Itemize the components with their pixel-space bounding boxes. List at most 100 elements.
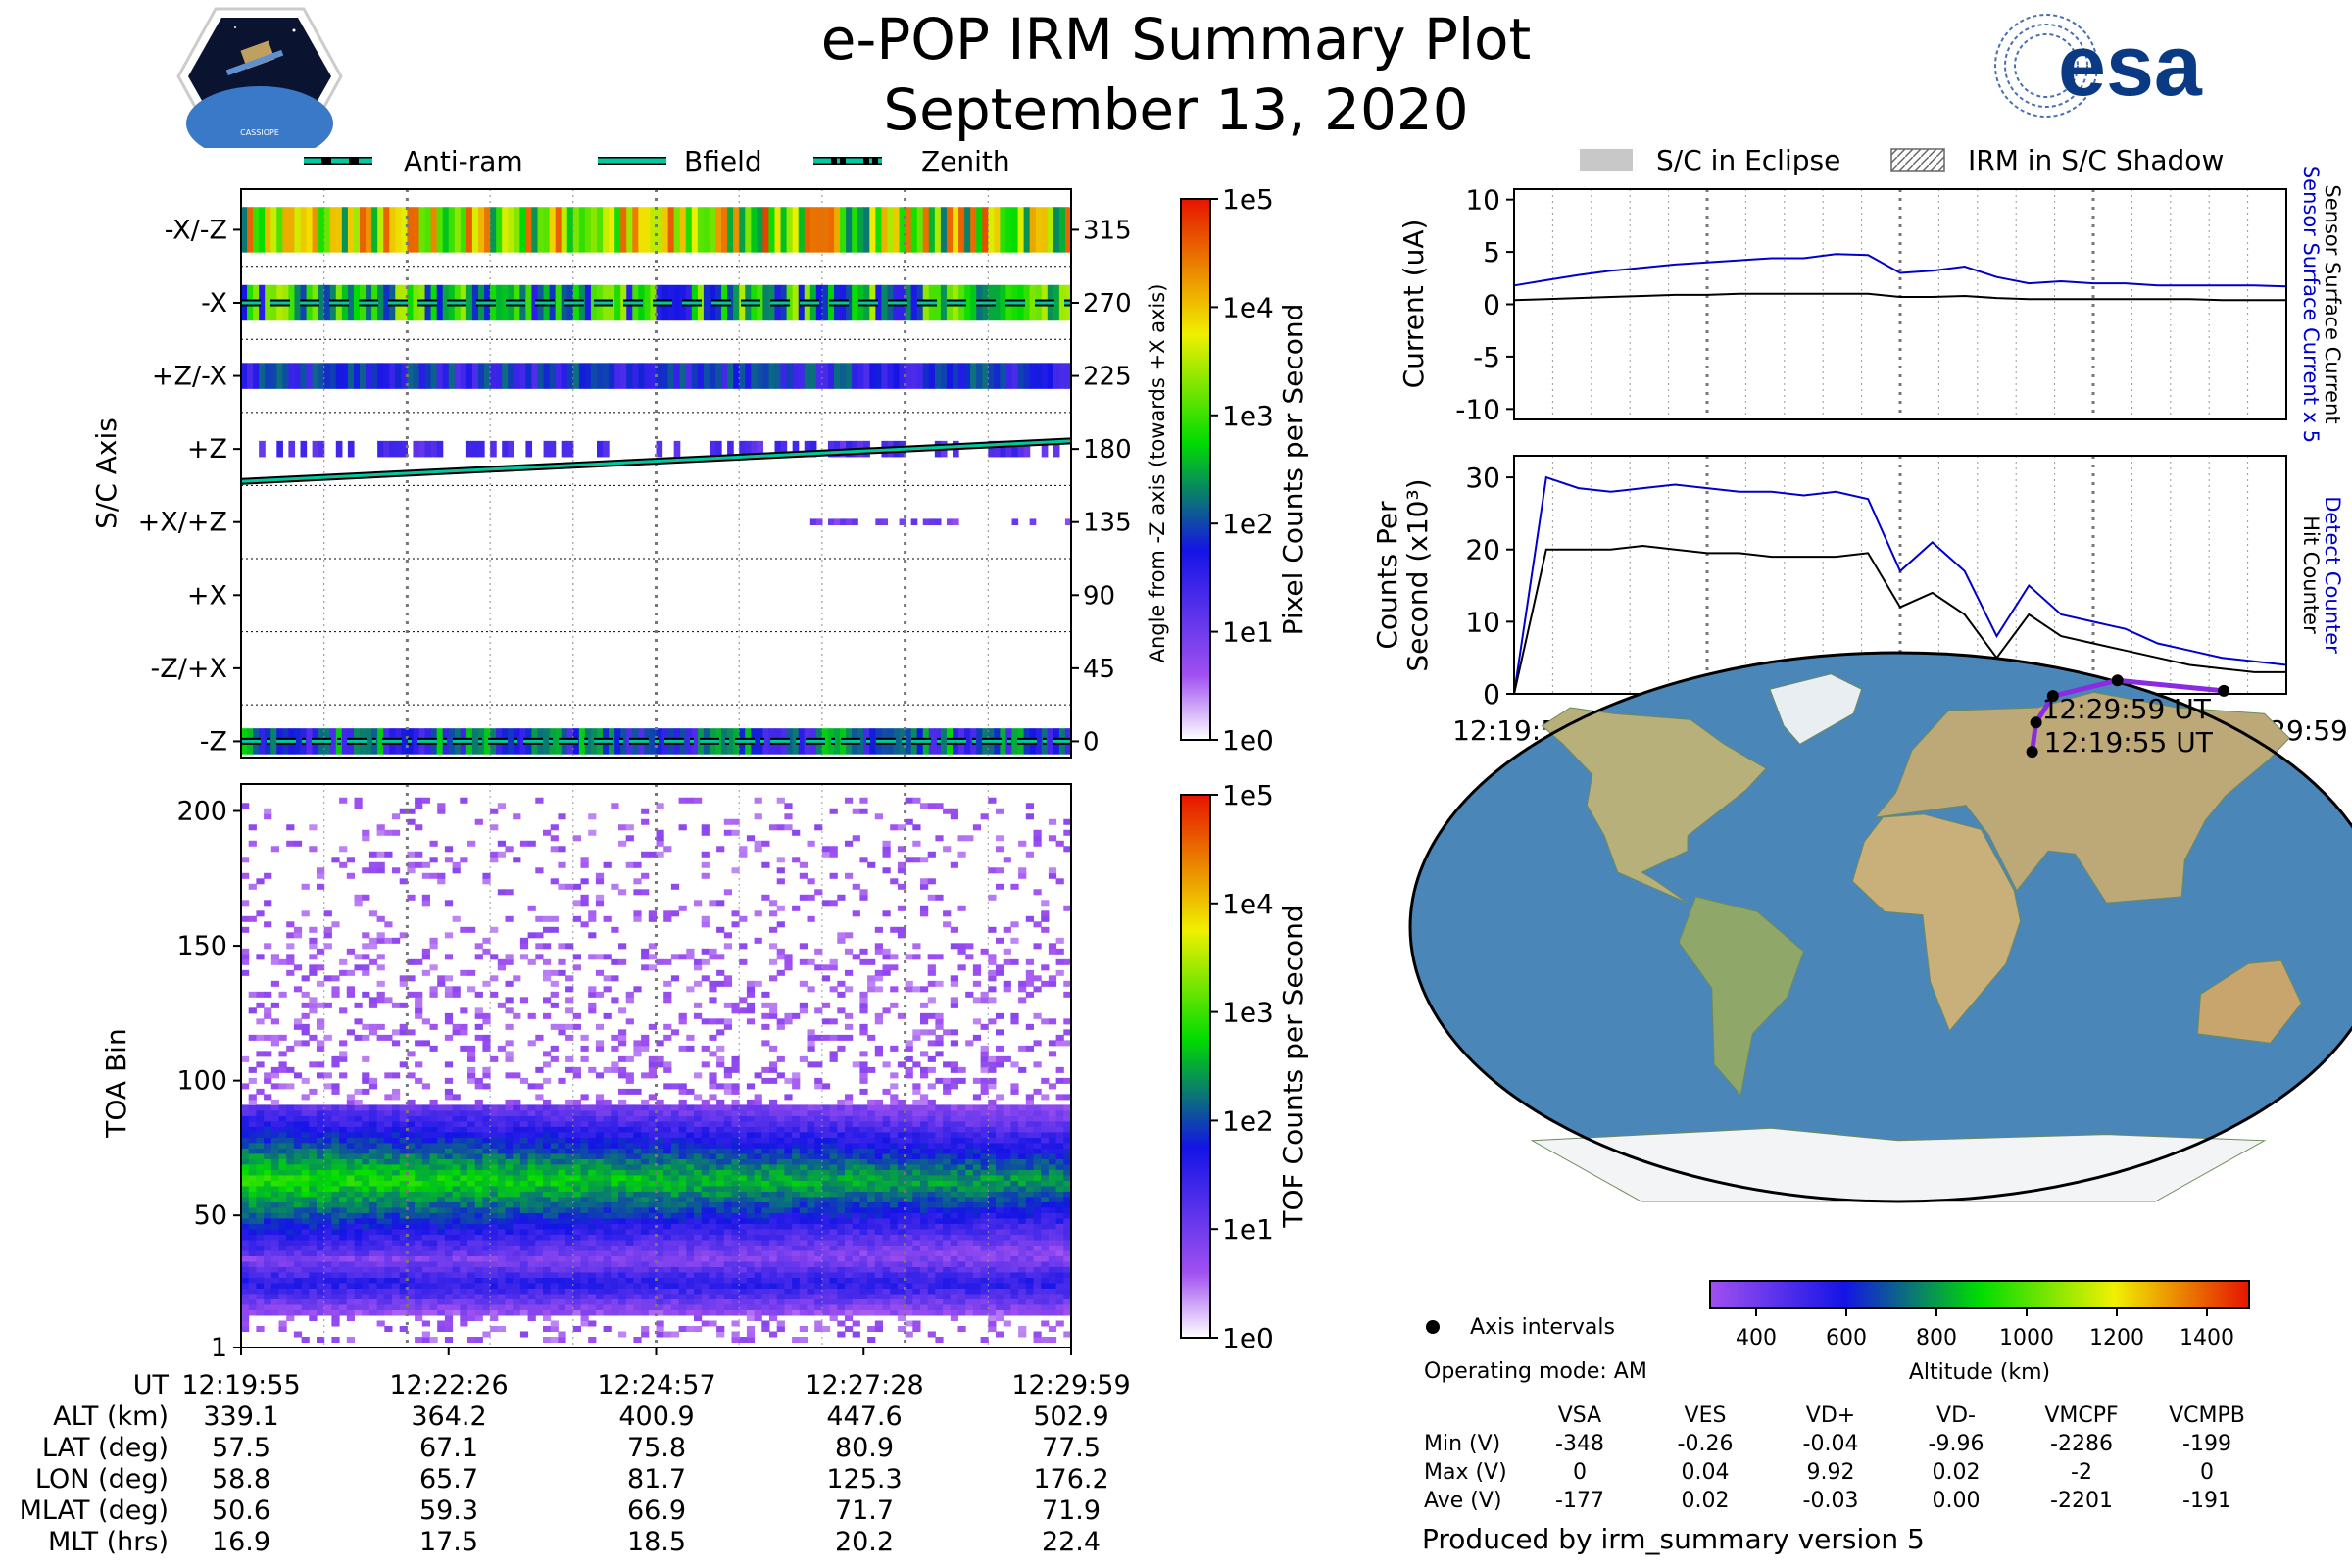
tof-cell (256, 1163, 265, 1170)
tof-cell (618, 1055, 627, 1062)
tof-cell (293, 986, 303, 993)
tof-cell (490, 1303, 499, 1310)
tof-cell (837, 1303, 846, 1310)
pixel-cell (846, 363, 853, 389)
tof-cell (474, 1023, 483, 1030)
pixel-cell (786, 207, 794, 253)
tof-cell (603, 1126, 612, 1133)
tof-cell (663, 1185, 672, 1192)
tof-cell (686, 1185, 695, 1192)
tof-cell (323, 926, 332, 933)
tof-cell (429, 1099, 438, 1105)
tof-cell (248, 1239, 257, 1246)
tof-cell (723, 1185, 732, 1192)
tof-cell (309, 1255, 318, 1262)
tof-cell (588, 1336, 597, 1343)
tof-cell (474, 1131, 483, 1138)
tof-cell (776, 1234, 785, 1241)
pixel-cell (555, 207, 563, 253)
tof-cell (558, 1163, 566, 1170)
tof-cell (241, 1271, 250, 1278)
pixel-cell (413, 363, 420, 389)
tof-cell (845, 1288, 854, 1295)
tof-cell (829, 1169, 838, 1176)
tof-cell (317, 1234, 325, 1241)
tof-cell (761, 1245, 770, 1251)
tof-cell (331, 1255, 340, 1262)
tof-cell (731, 1293, 740, 1299)
tof-cell (490, 1126, 499, 1133)
tof-cell (754, 1169, 762, 1176)
tof-cell (513, 1109, 521, 1116)
tof-cell (399, 1152, 408, 1159)
tof-cell (384, 1223, 393, 1230)
tof-cell (519, 1293, 529, 1299)
tof-cell (309, 846, 318, 853)
tof-cell (656, 1234, 664, 1241)
tof-cell (867, 1325, 876, 1332)
tof-cell (309, 1088, 318, 1095)
tof-cell (746, 1266, 756, 1273)
tof-cell (618, 889, 627, 896)
tof-cell (452, 1104, 461, 1111)
tof-cell (799, 1206, 808, 1213)
tof-cell (656, 1142, 664, 1149)
tof-cell (565, 1206, 574, 1213)
tof-cell (709, 1115, 717, 1122)
tof-cell (686, 1234, 695, 1241)
tof-cell (686, 1158, 695, 1165)
tof-cell (362, 1206, 370, 1213)
tof-cell (331, 1298, 340, 1305)
tof-cell (399, 1309, 408, 1316)
tof-cell (323, 1271, 332, 1278)
tof-cell (550, 1336, 559, 1343)
tof-cell (513, 1072, 521, 1079)
tof-cell (572, 1217, 581, 1224)
tof-cell (829, 1293, 838, 1299)
tof-cell (376, 1293, 385, 1299)
tof-cell (421, 861, 430, 868)
tof-cell (709, 948, 717, 955)
tof-cell (309, 1002, 318, 1008)
tof-cell (407, 1152, 416, 1159)
tof-cell (837, 1298, 846, 1305)
tof-cell (550, 846, 559, 853)
tof-cell (474, 1034, 483, 1041)
tof-cell (368, 958, 378, 965)
tof-cell (807, 986, 815, 993)
tof-cell (519, 1282, 529, 1289)
pixel-cell (335, 440, 343, 458)
tof-cell (784, 1191, 793, 1198)
tof-cell (814, 1309, 823, 1316)
tof-cell (656, 1061, 664, 1068)
tof-cell (814, 1250, 823, 1256)
tof-cell (513, 1012, 521, 1019)
tof-cell (792, 1293, 801, 1299)
tof-cell (482, 1228, 491, 1235)
pixel-cell (958, 207, 965, 253)
pixel-cell (840, 518, 847, 526)
tof-cell (852, 1061, 860, 1068)
tof-cell (611, 1212, 619, 1219)
tof-cell (746, 1126, 756, 1133)
tof-cell (415, 1163, 423, 1170)
tof-cell (550, 1191, 559, 1198)
tof-cell (588, 1115, 597, 1122)
tof-cell (663, 1239, 672, 1246)
tof-cell (513, 1120, 521, 1127)
tof-cell (731, 1245, 740, 1251)
tof-cell (859, 1298, 868, 1305)
tof-cell (739, 1234, 748, 1241)
pixel-cell (739, 440, 746, 458)
tof-cell (490, 1260, 499, 1267)
tof-cell (444, 1217, 454, 1224)
tof-cell (497, 1206, 506, 1213)
pixel-cell (519, 363, 526, 389)
tof-cell (716, 1131, 725, 1138)
tof-cell (731, 1234, 740, 1241)
tof-cell (519, 937, 529, 944)
tof-cell (354, 1298, 363, 1305)
pixel-cell (910, 207, 918, 253)
tof-cell (761, 1325, 770, 1332)
tof-cell (527, 1298, 536, 1305)
